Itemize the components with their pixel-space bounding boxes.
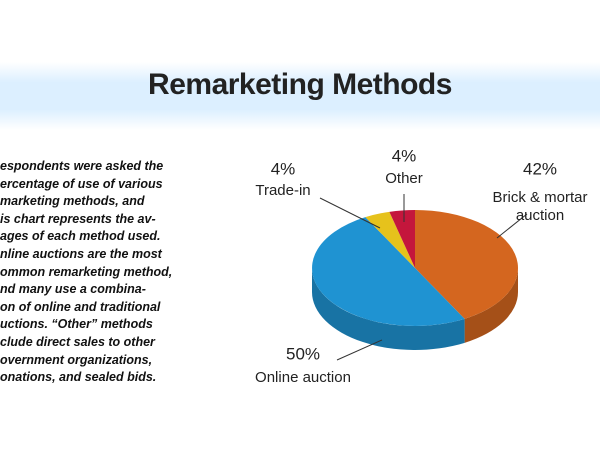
description-line: onations, and sealed bids.	[0, 370, 157, 385]
value-label: 4%	[271, 159, 296, 178]
slice-side	[312, 268, 465, 350]
description-line: clude direct sales to other	[0, 334, 155, 349]
value-label: 50%	[286, 344, 320, 363]
title-band	[0, 62, 600, 130]
description-line: espondents were asked the	[0, 159, 164, 173]
description-line: nd many use a combina-	[0, 282, 146, 297]
leader-line	[336, 339, 383, 361]
description-line: ercentage of use of various	[0, 176, 163, 191]
description-line: nline auctions are the most	[0, 246, 162, 261]
category-label: Brick & mortar auction	[492, 189, 588, 224]
leader-line	[319, 197, 381, 229]
description-line: marketing methods, and	[0, 194, 145, 209]
description-line: ages of each method used.	[0, 229, 161, 244]
chart-title: Remarketing Methods	[148, 68, 452, 101]
slice	[312, 217, 465, 326]
description: espondents were asked the ercentage of us…	[0, 158, 172, 387]
slice	[365, 211, 415, 268]
leader-line	[496, 213, 528, 239]
description-line: on of online and traditional	[0, 299, 161, 314]
value-label: 4%	[392, 146, 417, 165]
category-label: Trade-in	[255, 182, 311, 199]
description-line: uctions. “Other” methods	[0, 317, 153, 332]
description-line: is chart represents the av-	[0, 211, 156, 226]
category-label: Other	[385, 170, 423, 187]
slice	[389, 210, 415, 268]
value-label: 42%	[523, 159, 557, 178]
slice	[415, 210, 518, 319]
slice-side	[464, 268, 518, 343]
category-label: Online auction	[255, 369, 351, 386]
description-line: overnment organizations,	[0, 352, 153, 367]
description-line: ommon remarketing method,	[0, 264, 173, 279]
